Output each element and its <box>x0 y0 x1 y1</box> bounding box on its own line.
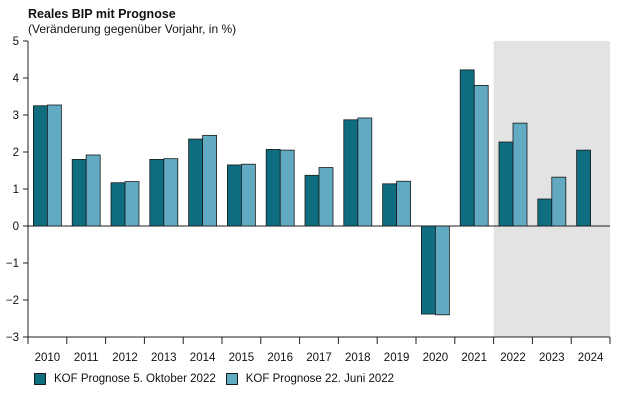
legend: KOF Prognose 5. Oktober 2022 KOF Prognos… <box>34 373 404 385</box>
x-tick-label: 2018 <box>345 352 371 364</box>
bar-oktober-2013 <box>149 158 165 227</box>
bar-juni-2017 <box>318 167 334 227</box>
x-tick-label: 2012 <box>112 352 138 364</box>
x-tick-label: 2014 <box>190 352 216 364</box>
bar-oktober-2023 <box>537 198 553 227</box>
bar-juni-2018 <box>357 117 373 227</box>
bar-oktober-2018 <box>343 119 359 227</box>
x-tick-label: 2019 <box>384 352 410 364</box>
bar-oktober-2017 <box>304 174 320 227</box>
legend-swatch-oktober <box>34 373 46 385</box>
y-tick-label: 1 <box>13 184 19 196</box>
chart-subtitle: (Veränderung gegenüber Vorjahr, in %) <box>28 22 237 36</box>
bar-juni-2019 <box>396 180 412 227</box>
x-tick-label: 2013 <box>151 352 177 364</box>
y-tick-label: −3 <box>6 332 19 344</box>
bar-juni-2013 <box>163 158 179 227</box>
x-tick-label: 2016 <box>267 352 293 364</box>
bar-juni-2021 <box>473 85 489 227</box>
bar-oktober-2021 <box>459 69 475 227</box>
bar-oktober-2019 <box>382 183 398 227</box>
y-tick-label: −2 <box>6 295 19 307</box>
y-tick-label: 3 <box>13 110 19 122</box>
x-tick-label: 2023 <box>539 352 565 364</box>
bar-juni-2016 <box>279 149 295 227</box>
x-tick-label: 2022 <box>500 352 526 364</box>
y-tick-label: −1 <box>6 258 19 270</box>
legend-swatch-juni <box>225 373 238 385</box>
bar-oktober-2011 <box>71 158 87 227</box>
y-tick-label: 2 <box>13 147 19 159</box>
bar-oktober-2024 <box>576 149 591 227</box>
y-tick-label: 5 <box>13 36 19 48</box>
x-tick-label: 2015 <box>229 352 255 364</box>
bar-juni-2014 <box>202 134 218 227</box>
chart-title: Reales BIP mit Prognose <box>28 7 176 21</box>
bar-oktober-2015 <box>226 164 242 227</box>
bar-juni-2022 <box>512 122 528 227</box>
x-tick-label: 2024 <box>578 352 604 364</box>
bar-oktober-2010 <box>33 105 48 227</box>
legend-item-oktober: KOF Prognose 5. Oktober 2022 <box>34 373 216 385</box>
x-tick-label: 2011 <box>74 352 99 364</box>
bar-juni-2015 <box>240 163 256 227</box>
bar-oktober-2012 <box>110 182 126 227</box>
bar-juni-2020 <box>434 225 450 316</box>
bar-juni-2012 <box>124 181 140 227</box>
legend-label-juni: KOF Prognose 22. Juni 2022 <box>245 373 395 385</box>
y-tick-label: 0 <box>13 221 19 233</box>
legend-label-oktober: KOF Prognose 5. Oktober 2022 <box>54 373 216 385</box>
bar-oktober-2016 <box>265 149 281 227</box>
bar-oktober-2020 <box>420 225 436 315</box>
x-tick-label: 2010 <box>35 352 61 364</box>
y-tick-label: 4 <box>13 73 20 85</box>
legend-item-juni: KOF Prognose 22. Juni 2022 <box>225 373 395 385</box>
x-tick-label: 2021 <box>461 352 487 364</box>
x-tick-label: 2020 <box>423 352 449 364</box>
bar-juni-2011 <box>85 154 101 227</box>
x-tick-label: 2017 <box>306 352 332 364</box>
bar-juni-2010 <box>47 104 62 227</box>
bar-oktober-2014 <box>188 138 204 227</box>
bar-juni-2023 <box>551 176 567 227</box>
bar-oktober-2022 <box>498 141 514 227</box>
